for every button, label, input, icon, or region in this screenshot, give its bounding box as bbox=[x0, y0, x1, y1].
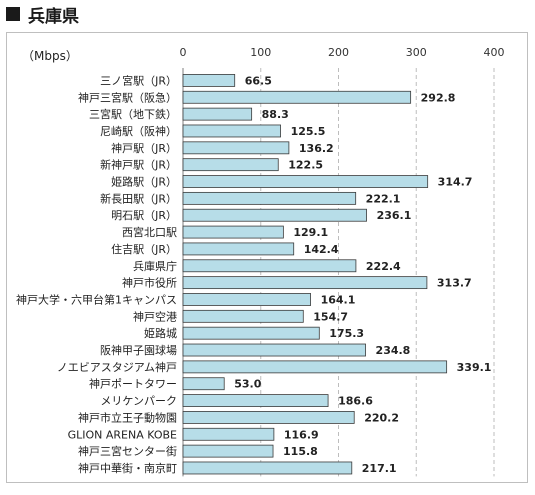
value-label: 154.7 bbox=[313, 310, 348, 323]
bar bbox=[182, 360, 448, 374]
category-label: 神戸空港 bbox=[133, 309, 177, 323]
value-label: 122.5 bbox=[288, 159, 323, 172]
category-label: メリケンパーク bbox=[100, 395, 177, 408]
category-label: 神戸市立王子動物園 bbox=[78, 410, 177, 424]
bar bbox=[182, 309, 304, 323]
category-label: 三宮駅（地下鉄） bbox=[89, 107, 177, 121]
bar bbox=[182, 90, 412, 104]
page-header: 兵庫県 bbox=[0, 0, 79, 28]
value-label: 222.1 bbox=[366, 192, 401, 205]
category-label: 神戸三宮駅（阪急） bbox=[78, 90, 177, 104]
bar bbox=[182, 259, 357, 273]
bar bbox=[182, 124, 281, 138]
bar bbox=[182, 427, 275, 441]
chart-frame bbox=[6, 32, 528, 483]
category-label: 新神戸駅（JR） bbox=[100, 158, 177, 172]
bar bbox=[182, 444, 274, 458]
bar bbox=[182, 377, 225, 391]
value-label: 313.7 bbox=[437, 277, 472, 290]
category-label: 住吉駅（JR） bbox=[111, 242, 177, 256]
value-label: 292.8 bbox=[421, 91, 456, 104]
value-label: 164.1 bbox=[321, 293, 356, 306]
category-label: 新長田駅（JR） bbox=[100, 191, 177, 205]
tick-label: 400 bbox=[484, 46, 505, 59]
tick-label: 0 bbox=[180, 46, 187, 59]
category-label: 神戸ポートタワー bbox=[89, 377, 177, 391]
bar bbox=[182, 276, 428, 290]
tick-label: 300 bbox=[406, 46, 427, 59]
value-label: 88.3 bbox=[262, 108, 289, 121]
bar bbox=[182, 158, 279, 172]
bar bbox=[182, 326, 320, 340]
value-label: 136.2 bbox=[299, 142, 334, 155]
header-square-icon bbox=[6, 7, 20, 21]
value-label: 236.1 bbox=[377, 209, 412, 222]
value-label: 186.6 bbox=[338, 395, 373, 408]
value-label: 53.0 bbox=[234, 378, 261, 391]
bar bbox=[182, 343, 366, 357]
bar bbox=[182, 107, 253, 121]
category-label: 阪神甲子園球場 bbox=[100, 343, 177, 357]
value-label: 142.4 bbox=[304, 243, 339, 256]
category-label: GLION ARENA KOBE bbox=[68, 428, 177, 441]
category-label: 姫路城 bbox=[144, 326, 177, 340]
unit-label: （Mbps） bbox=[22, 49, 78, 63]
value-label: 129.1 bbox=[293, 226, 328, 239]
value-label: 314.7 bbox=[438, 176, 473, 189]
category-label: 神戸市役所 bbox=[122, 276, 177, 290]
category-label: 尼崎駅（阪神） bbox=[100, 124, 177, 138]
bar bbox=[182, 208, 367, 222]
bar bbox=[182, 225, 284, 239]
category-label: 神戸大学・六甲台第1キャンパス bbox=[16, 292, 177, 306]
bar bbox=[182, 175, 429, 188]
tick-label: 200 bbox=[328, 46, 349, 59]
value-label: 222.4 bbox=[366, 260, 401, 273]
value-label: 220.2 bbox=[364, 411, 399, 424]
category-label: ノエビアスタジアム神戸 bbox=[57, 360, 177, 374]
value-label: 115.8 bbox=[283, 445, 318, 458]
bar bbox=[182, 394, 329, 407]
value-label: 217.1 bbox=[362, 462, 397, 475]
value-label: 66.5 bbox=[245, 74, 272, 87]
value-label: 234.8 bbox=[376, 344, 411, 357]
category-label: 兵庫県庁 bbox=[133, 259, 177, 273]
category-label: 三ノ宮駅（JR） bbox=[100, 73, 177, 87]
category-label: 神戸駅（JR） bbox=[111, 141, 177, 155]
bar bbox=[182, 293, 311, 306]
bar bbox=[182, 141, 290, 155]
bar bbox=[182, 242, 295, 256]
value-label: 339.1 bbox=[457, 361, 492, 374]
category-label: 神戸三宮センター街 bbox=[78, 444, 177, 458]
category-label: 明石駅（JR） bbox=[111, 209, 177, 222]
category-label: 西宮北口駅 bbox=[122, 225, 177, 239]
bar bbox=[182, 461, 353, 475]
bar bbox=[182, 74, 236, 87]
category-label: 神戸中華街・南京町 bbox=[78, 461, 177, 475]
value-label: 125.5 bbox=[291, 125, 326, 138]
bar bbox=[182, 191, 357, 205]
category-label: 姫路駅（JR） bbox=[111, 175, 177, 189]
value-label: 175.3 bbox=[329, 327, 364, 340]
tick-label: 100 bbox=[250, 46, 271, 59]
value-label: 116.9 bbox=[284, 428, 319, 441]
page-title: 兵庫県 bbox=[28, 6, 79, 27]
bar bbox=[182, 411, 355, 424]
